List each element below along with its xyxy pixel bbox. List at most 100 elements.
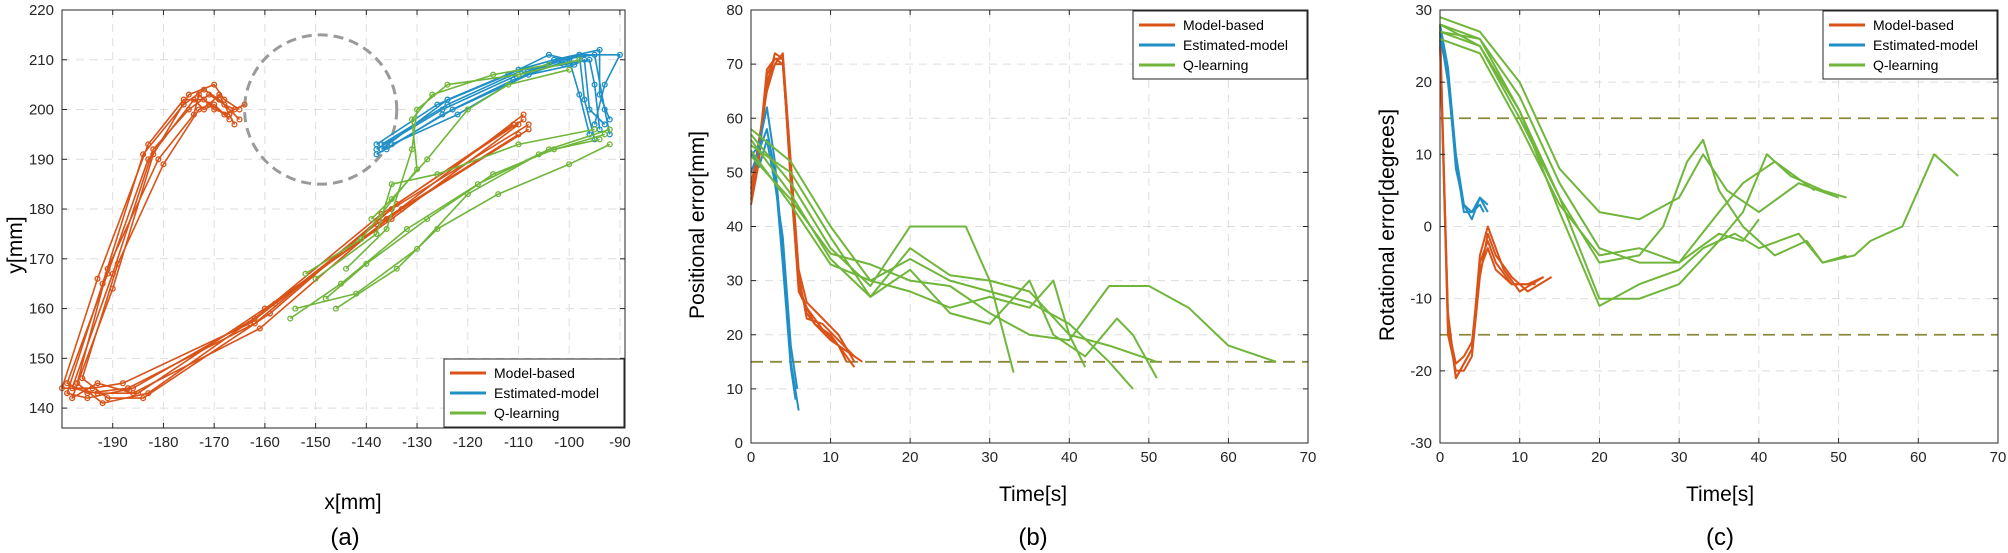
legend-a: Model-based Estimated-model Q-learning (443, 358, 625, 428)
data-point-q-learning (342, 265, 350, 272)
data-point-estimated-model (550, 56, 558, 63)
target-region-circle (243, 33, 399, 186)
data-point-q-learning (403, 225, 410, 233)
y-tick-label-b: 0 (735, 435, 743, 452)
y-tick-label-c: -30 (1410, 435, 1432, 452)
data-point-q-learning (601, 131, 608, 138)
series-line-q-learning-c (1439, 23, 1816, 264)
data-point-q-learning (591, 126, 598, 133)
y-tick-label-a: 160 (29, 301, 54, 318)
series-q-learning-b (750, 128, 1277, 390)
y-tick-label-c: 10 (1415, 146, 1432, 163)
legend-b: Model-based Estimated-model Q-learning (1132, 10, 1308, 80)
data-point-model-based (155, 156, 162, 163)
x-tick-label-b: 40 (1061, 449, 1078, 466)
data-point-model-based (69, 395, 76, 402)
data-point-q-learning (434, 171, 441, 178)
data-point-q-learning (429, 91, 436, 98)
series-line-estimated-model-a (386, 59, 606, 150)
x-tick-label-b: 20 (902, 449, 919, 466)
data-point-model-based (236, 116, 243, 123)
panel-label-a: (a) (330, 524, 359, 551)
series-q-learning-a (287, 56, 613, 322)
data-point-q-learning (368, 215, 375, 223)
series-line-q-learning-b (750, 139, 1158, 379)
series-line-estimated-model-c (1439, 38, 1489, 221)
data-point-model-based (160, 161, 167, 168)
axes-box-a (61, 9, 626, 429)
x-tick-label-c: 70 (1990, 449, 2007, 466)
y-tick-label-c: 20 (1415, 74, 1432, 91)
data-point-q-learning (383, 225, 390, 233)
data-point-q-learning (322, 295, 329, 302)
legend-label-estimated-model: Estimated-model (1873, 37, 1978, 53)
series-line-q-learning-a (325, 138, 600, 300)
data-point-model-based (109, 285, 116, 292)
data-point-q-learning (358, 235, 365, 242)
data-point-model-based (236, 106, 243, 113)
data-point-model-based (256, 325, 263, 332)
y-axis-label-c: Rotational error[degrees] (1376, 109, 1399, 341)
x-tick-label-c: 40 (1751, 449, 1768, 466)
chart-panel-a: x[mm] y[mm] (a) (4, 216, 382, 551)
series-line-model-based-c (1439, 46, 1545, 380)
x-tick-label-a: -130 (402, 434, 432, 451)
x-tick-label-b: 50 (1141, 449, 1158, 466)
data-point-model-based (104, 395, 111, 402)
y-tick-label-a: 190 (29, 151, 54, 168)
x-axis-label-a: x[mm] (324, 491, 381, 514)
y-tick-label-c: 0 (1424, 219, 1432, 236)
x-tick-label-a: -140 (351, 434, 381, 451)
data-point-model-based (525, 121, 532, 128)
x-tick-label-b: 70 (1300, 449, 1317, 466)
data-point-estimated-model (606, 116, 613, 123)
data-point-model-based (251, 320, 258, 327)
series-model-based-c (1439, 24, 1553, 380)
data-point-q-learning (434, 225, 441, 233)
data-point-estimated-model (434, 101, 441, 108)
data-point-estimated-model (601, 121, 608, 128)
series-line-estimated-model-a (376, 54, 611, 150)
data-point-model-based (231, 121, 238, 128)
x-tick-label-a: -180 (148, 434, 178, 451)
y-tick-label-b: 70 (726, 56, 743, 73)
data-point-q-learning (388, 181, 395, 188)
y-axis-label-a: y[mm] (4, 216, 27, 273)
data-point-estimated-model (373, 151, 380, 158)
series-line-q-learning-b (750, 155, 1277, 363)
data-point-q-learning (490, 71, 497, 78)
x-tick-label-c: 30 (1671, 449, 1688, 466)
data-point-estimated-model (596, 46, 603, 53)
data-point-model-based (64, 380, 71, 387)
data-point-q-learning (373, 230, 380, 237)
x-tick-label-b: 30 (981, 449, 998, 466)
data-point-q-learning (606, 126, 613, 133)
x-tick-label-c: 50 (1830, 449, 1847, 466)
data-point-model-based (195, 91, 202, 98)
legend-label-model-based: Model-based (1183, 17, 1264, 33)
data-point-estimated-model (576, 91, 583, 98)
data-point-model-based (64, 390, 71, 397)
data-point-model-based (94, 275, 101, 282)
y-tick-label-a: 140 (29, 400, 54, 417)
data-point-q-learning (566, 66, 573, 73)
legend-label-estimated-model: Estimated-model (1183, 37, 1288, 53)
legend-label-q-learning: Q-learning (1873, 57, 1938, 73)
chart-panel-b: Time[s] Positional error[mm] (b) (686, 131, 1067, 551)
x-tick-label-a: -170 (199, 434, 229, 451)
data-point-estimated-model (373, 141, 380, 148)
data-point-q-learning (596, 136, 603, 143)
series-line-q-learning-a (345, 59, 580, 270)
series-line-q-learning-c (1439, 30, 1959, 307)
data-point-model-based (221, 96, 228, 103)
series-model-based-a (58, 81, 532, 407)
data-point-model-based (221, 111, 228, 118)
y-tick-label-c: -10 (1410, 291, 1432, 308)
series-line-q-learning-b (750, 144, 1087, 368)
data-point-model-based (190, 96, 197, 103)
data-point-model-based (211, 81, 218, 88)
y-tick-label-b: 50 (726, 164, 743, 181)
y-tick-label-b: 40 (726, 219, 743, 236)
data-point-model-based (226, 116, 233, 123)
